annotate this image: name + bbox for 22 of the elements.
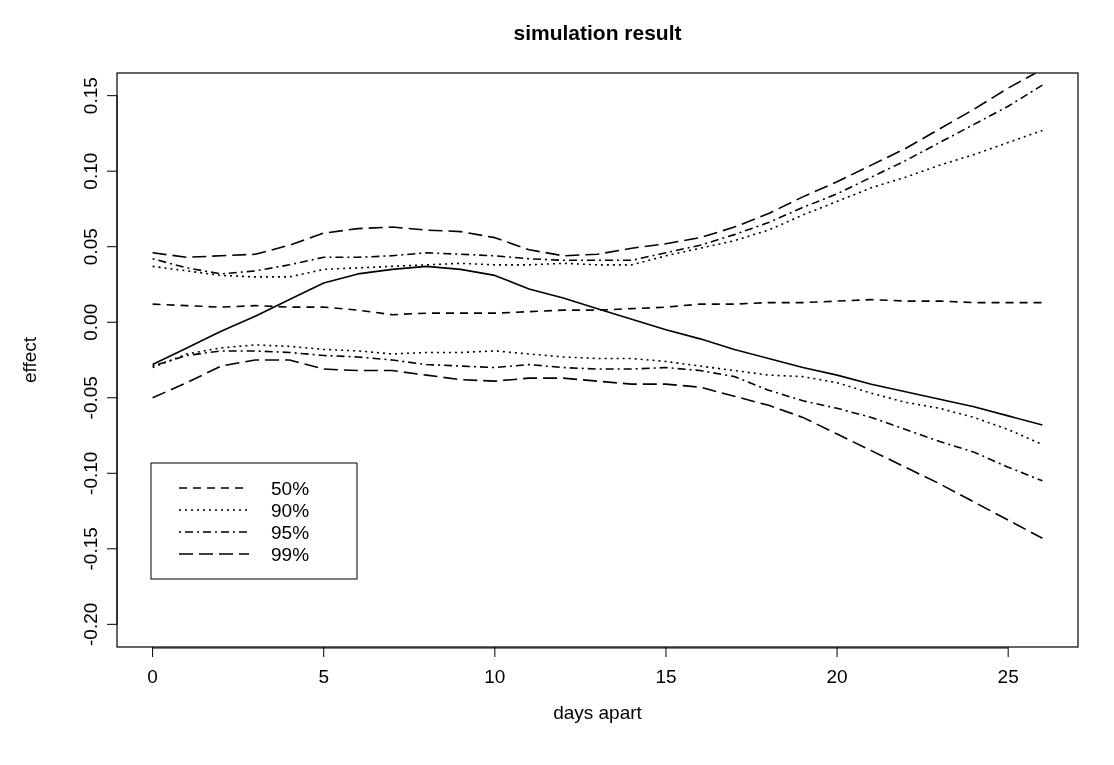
legend-label: 90% <box>271 499 310 521</box>
x-tick-label: 15 <box>655 666 677 687</box>
legend-label: 95% <box>271 521 310 543</box>
y-tick-label: -0.20 <box>80 602 101 646</box>
x-tick-label: 5 <box>318 666 329 687</box>
legend-label: 99% <box>271 543 310 565</box>
y-tick-label: 0.05 <box>80 228 101 266</box>
y-tick-label: -0.15 <box>80 527 101 571</box>
y-axis-title: effect <box>19 336 40 384</box>
x-tick-label: 0 <box>147 666 158 687</box>
x-tick-label: 10 <box>484 666 506 687</box>
x-tick-label: 20 <box>826 666 848 687</box>
y-tick-label: -0.05 <box>80 376 101 420</box>
x-axis-title: days apart <box>553 702 643 723</box>
line-series <box>151 359 1044 540</box>
y-tick-label: 0.00 <box>80 303 101 341</box>
legend-label: 50% <box>271 477 310 499</box>
y-tick-label: -0.10 <box>80 451 101 495</box>
x-tick-label: 25 <box>997 666 1019 687</box>
y-tick-label: 0.15 <box>80 77 101 115</box>
chart-title: simulation result <box>513 21 682 44</box>
y-tick-label: 0.10 <box>80 152 101 190</box>
